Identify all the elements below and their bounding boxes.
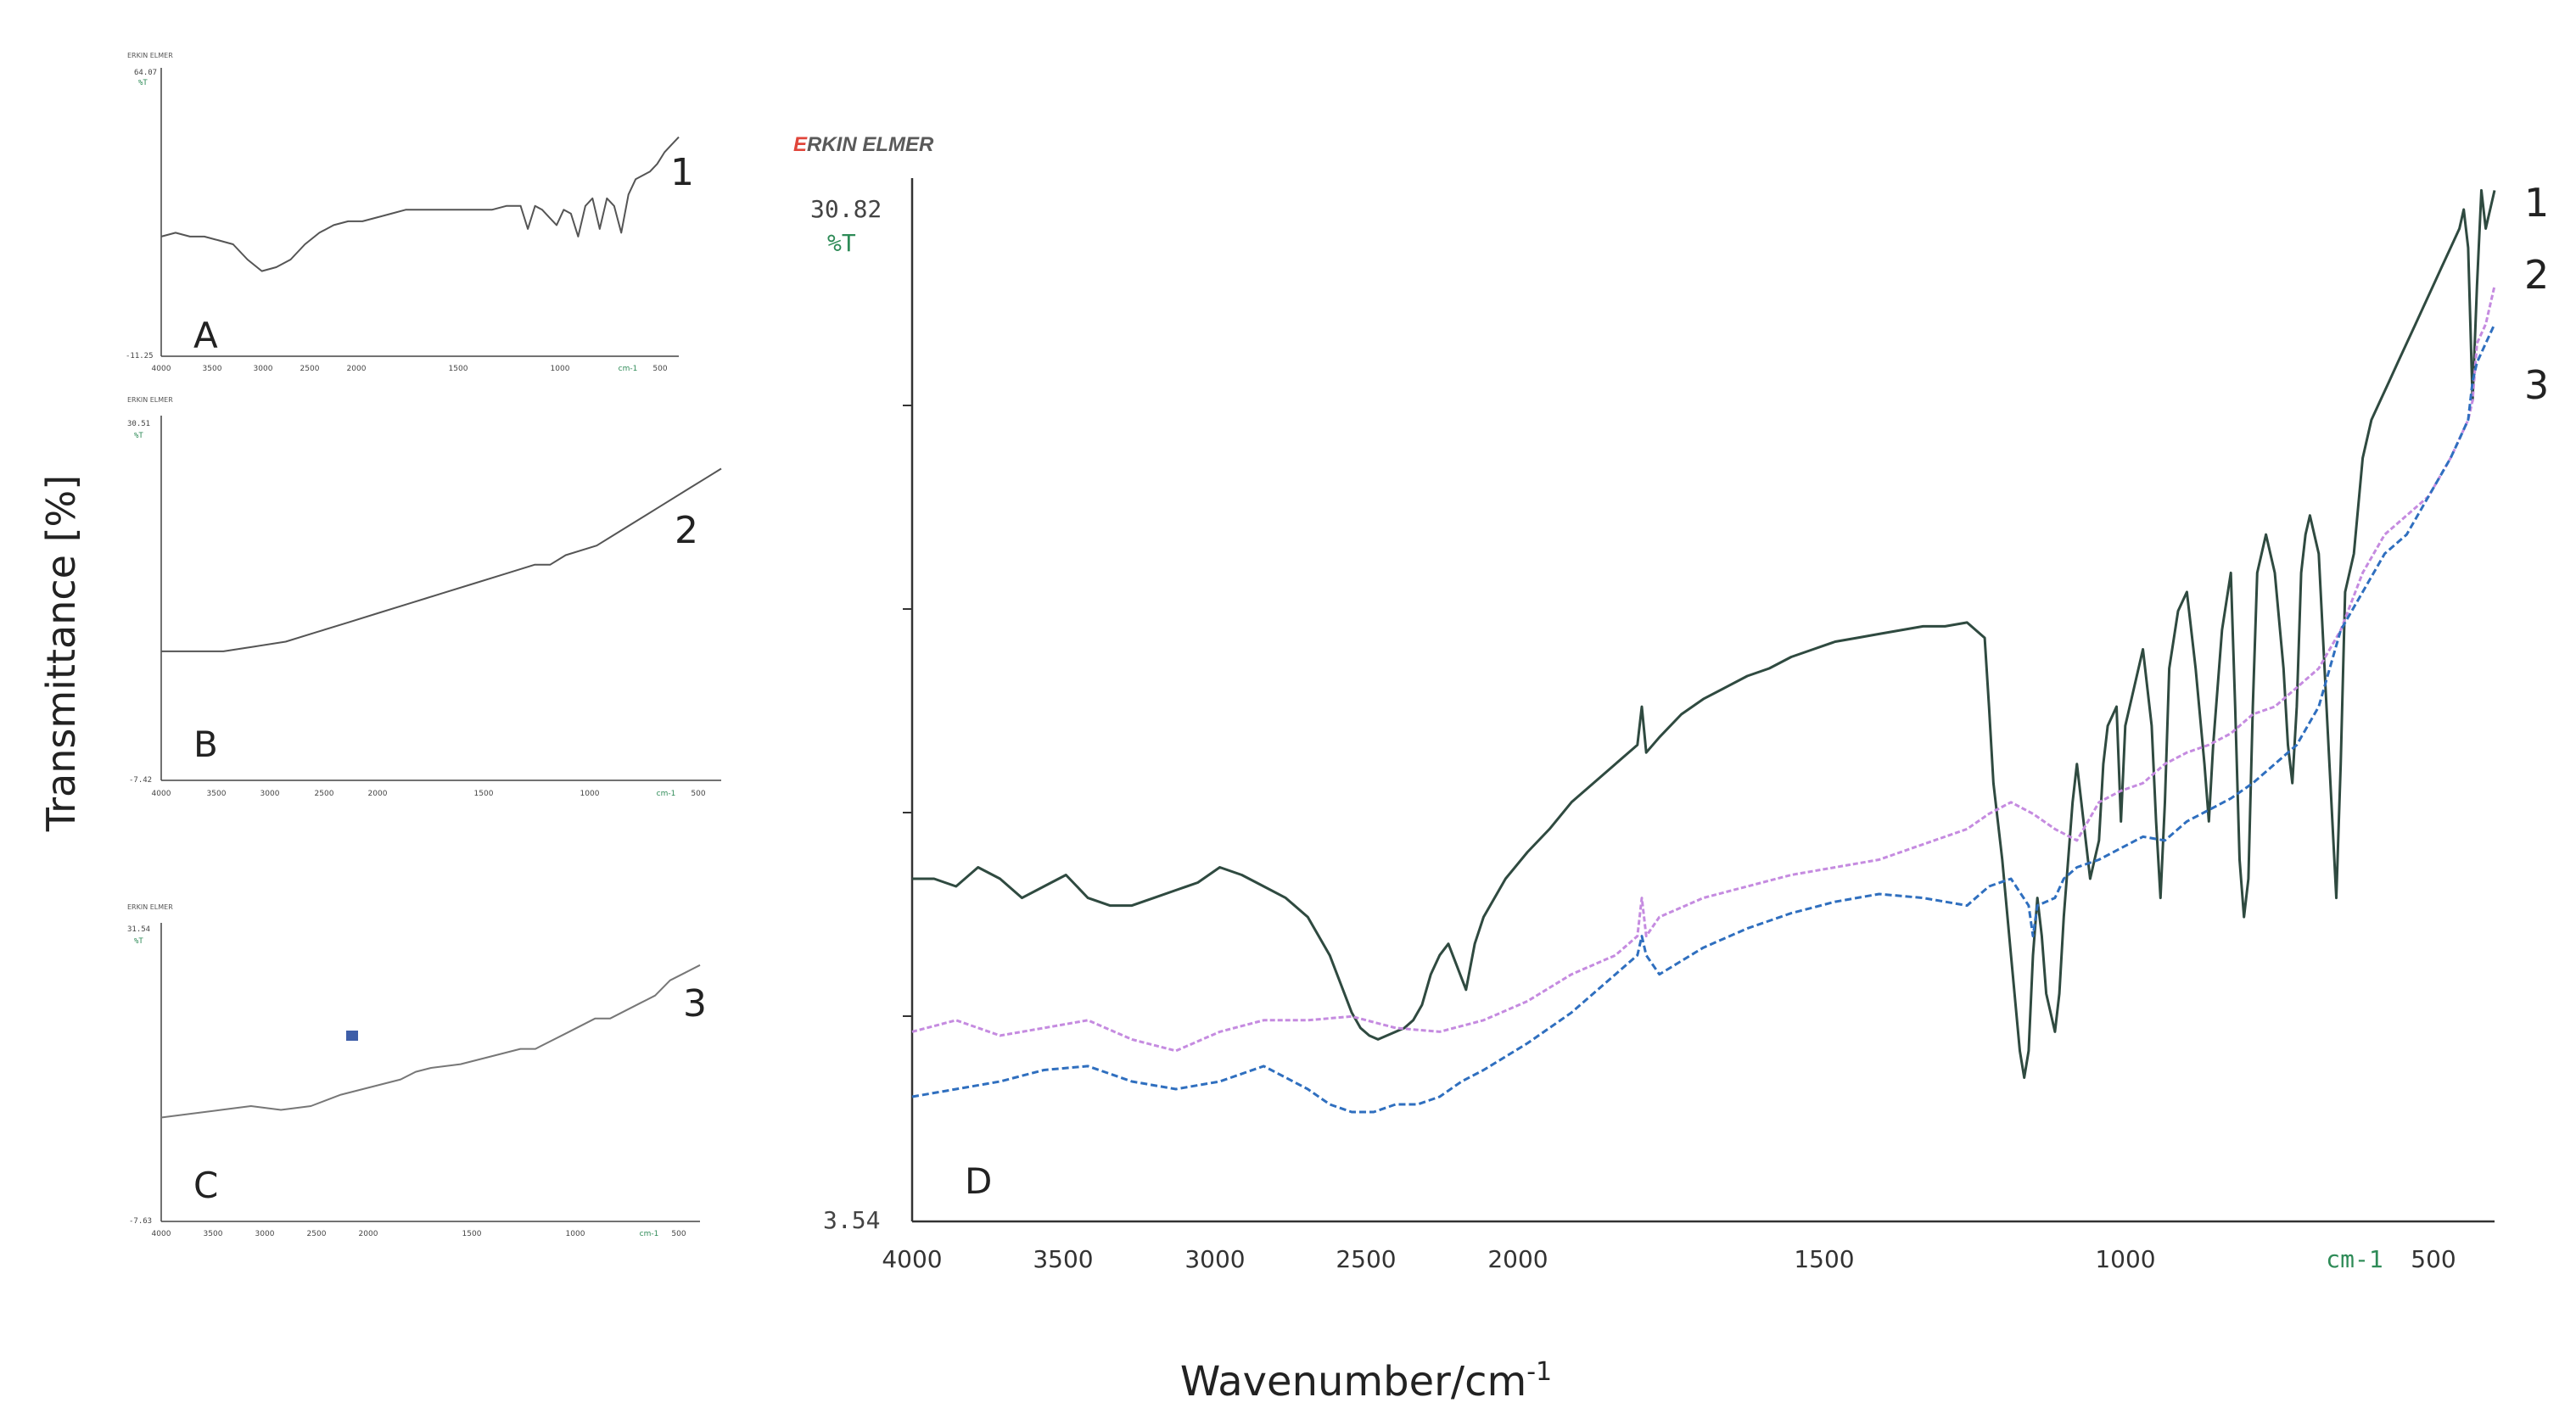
panel-a-tick-label: 1000 xyxy=(551,365,570,373)
panel-c: ERKIN ELMER 31.54 %T -7.63 4000 3500 300… xyxy=(127,903,707,1238)
panel-b-tick-label: 500 xyxy=(691,790,705,798)
panel-a-header: ERKIN ELMER xyxy=(127,52,173,59)
panel-d-tick-label: 1000 xyxy=(2095,1245,2155,1273)
panel-d-y-ticks xyxy=(903,405,912,1017)
panel-a-trace-label: 1 xyxy=(670,151,694,194)
panel-d-brand: ERKIN ELMER xyxy=(793,133,934,156)
panel-a-ymax: 64.07 xyxy=(134,69,157,77)
panel-a-label: A xyxy=(193,315,218,356)
panel-a-tick-label: 3500 xyxy=(203,365,222,373)
panel-c-series-3-line xyxy=(160,964,701,1119)
panel-d-tick-labels: 4000 3500 3000 2500 2000 1500 1000 500 xyxy=(882,1245,2456,1273)
panel-b-trace-label: 2 xyxy=(675,509,698,552)
panel-a-yunit: %T xyxy=(138,79,148,87)
panel-c-ymax: 31.54 xyxy=(127,925,150,934)
panel-a-tick-label: 2000 xyxy=(347,365,367,373)
panel-a: ERKIN ELMER 64.07 %T -11.25 4000 3500 30… xyxy=(126,52,694,373)
panel-d-trace-label-2: 2 xyxy=(2524,252,2549,298)
y-axis-title: Transmittance [%] xyxy=(38,475,84,832)
panel-b-tick-label: cm-1 xyxy=(657,790,676,798)
panel-c-yunit: %T xyxy=(134,937,143,946)
x-axis-title: Wavenumber/cm-1 xyxy=(1180,1357,1552,1405)
panel-c-tick-label: 3500 xyxy=(204,1230,223,1238)
panel-c-tick-label: cm-1 xyxy=(640,1230,659,1238)
panel-d-tick-label: 2000 xyxy=(1487,1245,1548,1273)
panel-d-series-3-line xyxy=(911,323,2496,1114)
panel-d-plot xyxy=(911,188,2496,1114)
panel-d-ymax: 30.82 xyxy=(810,195,882,223)
panel-b-plot xyxy=(161,467,722,652)
panel-d-brand-first: E xyxy=(793,133,808,156)
panel-c-ymin: -7.63 xyxy=(129,1217,152,1226)
panel-b-tick-labels: 4000 3500 3000 2500 2000 1500 1000 cm-1 … xyxy=(152,790,706,798)
panel-c-header: ERKIN ELMER xyxy=(127,903,173,911)
panel-d-brand-rest: RKIN ELMER xyxy=(807,133,934,156)
panel-c-tick-label: 500 xyxy=(671,1230,686,1238)
panel-a-tick-labels: 4000 3500 3000 2500 2000 1500 1000 cm-1 … xyxy=(152,365,668,373)
panel-b-tick-label: 2500 xyxy=(315,790,334,798)
panel-a-tick-label: 500 xyxy=(652,365,667,373)
panel-b-series-2-line xyxy=(161,467,722,652)
panel-c-tick-label: 2000 xyxy=(359,1230,378,1238)
panel-b-ymax: 30.51 xyxy=(127,420,150,428)
panel-a-ymin: -11.25 xyxy=(126,352,154,360)
panel-c-tick-label: 2500 xyxy=(307,1230,327,1238)
panel-a-tick-label: 2500 xyxy=(300,365,320,373)
panel-d-tick-label: 3000 xyxy=(1184,1245,1245,1273)
panel-b-label: B xyxy=(193,724,218,765)
panel-b-yunit: %T xyxy=(134,432,143,440)
panel-d-ymin: 3.54 xyxy=(823,1206,880,1234)
panel-b-tick-label: 3000 xyxy=(260,790,280,798)
panel-d-series-2-line xyxy=(911,285,2496,1053)
panel-d-xunit: cm-1 xyxy=(2326,1245,2383,1273)
panel-c-tick-label: 1500 xyxy=(462,1230,482,1238)
panel-d-tick-label: 1500 xyxy=(1794,1245,1854,1273)
panel-b-header: ERKIN ELMER xyxy=(127,396,173,404)
panel-d-tick-label: 2500 xyxy=(1336,1245,1396,1273)
panel-d-tick-label: 500 xyxy=(2411,1245,2456,1273)
panel-b-tick-label: 2000 xyxy=(368,790,388,798)
panel-a-tick-label: 3000 xyxy=(254,365,273,373)
panel-a-tick-label: 1500 xyxy=(449,365,468,373)
panel-d-tick-label: 4000 xyxy=(882,1245,942,1273)
panel-a-series-1-line xyxy=(160,136,680,272)
panel-b-tick-label: 1500 xyxy=(474,790,494,798)
panel-b-tick-label: 1000 xyxy=(580,790,600,798)
panel-a-tick-label: cm-1 xyxy=(619,365,638,373)
panel-b-tick-label: 3500 xyxy=(207,790,227,798)
panel-c-marker xyxy=(346,1031,358,1041)
panel-d-tick-label: 3500 xyxy=(1033,1245,1093,1273)
panel-d-series-1-line xyxy=(912,188,2496,1079)
panel-c-tick-label: 4000 xyxy=(152,1230,171,1238)
panel-c-label: C xyxy=(193,1165,218,1206)
panel-c-tick-label: 1000 xyxy=(566,1230,585,1238)
panel-b-ymin: -7.42 xyxy=(129,776,152,785)
panel-d: ERKIN ELMER 30.82 %T 3.54 4000 3500 3000… xyxy=(793,133,2549,1273)
panel-d-label: D xyxy=(965,1160,992,1202)
panel-c-plot xyxy=(160,964,701,1119)
panel-d-yunit: %T xyxy=(827,229,856,257)
panel-b: ERKIN ELMER 30.51 %T -7.42 4000 3500 300… xyxy=(127,396,722,798)
panel-c-tick-label: 3000 xyxy=(255,1230,275,1238)
panel-c-tick-labels: 4000 3500 3000 2500 2000 1500 1000 cm-1 … xyxy=(152,1230,686,1238)
panel-b-tick-label: 4000 xyxy=(152,790,171,798)
panel-d-trace-label-1: 1 xyxy=(2524,180,2549,226)
panel-a-plot xyxy=(160,136,680,272)
panel-a-tick-label: 4000 xyxy=(152,365,171,373)
panel-d-trace-label-3: 3 xyxy=(2524,362,2549,408)
panel-c-trace-label: 3 xyxy=(683,982,707,1025)
